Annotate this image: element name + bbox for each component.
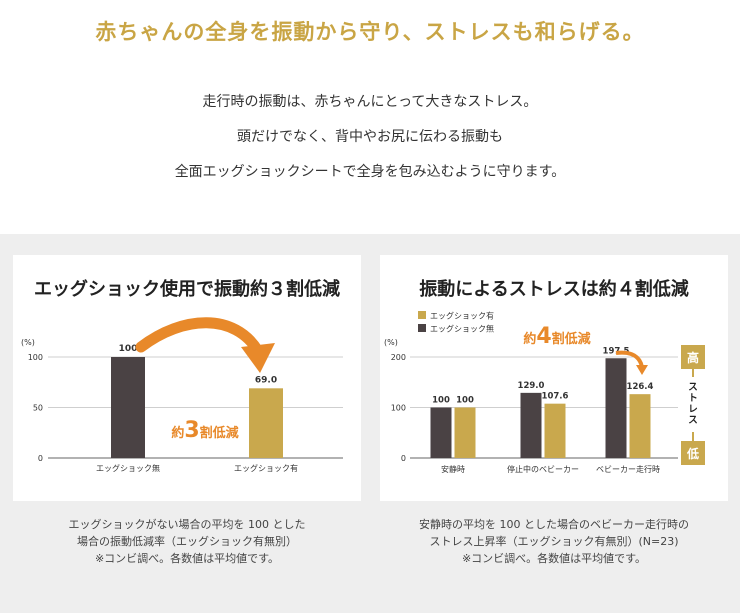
reduction-arrow bbox=[135, 317, 264, 357]
bar-value-label: 126.4 bbox=[627, 382, 654, 392]
legend-swatch bbox=[418, 324, 426, 332]
x-tick-label: 安静時 bbox=[441, 464, 465, 474]
stress-scale-label-char: レ bbox=[688, 404, 698, 415]
bar bbox=[605, 358, 627, 458]
y-tick-label: 200 bbox=[391, 353, 406, 362]
intro-line-2: 頭だけでなく、背中やお尻に伝わる振動も bbox=[237, 129, 503, 145]
bar bbox=[454, 407, 476, 458]
headline: 赤ちゃんの全身を振動から守り、ストレスも和らげる。 bbox=[95, 20, 645, 44]
vibration-chart: (%) 100 50 0 100 エッグショック無 69.0 エッグショック有 約3割低減 bbox=[21, 317, 343, 473]
reduction-arrow-head bbox=[241, 343, 275, 373]
stress-scale-label-char: ト bbox=[688, 393, 698, 404]
stress-high-label: 高 bbox=[687, 350, 699, 365]
stress-chart-title: 振動によるストレスは約４割低減 bbox=[419, 279, 689, 300]
y-axis-unit: (%) bbox=[384, 338, 398, 347]
stress-high-box bbox=[681, 345, 705, 369]
x-tick-label: エッグショック有 bbox=[234, 463, 298, 473]
x-tick-label: 停止中のベビーカー bbox=[507, 464, 579, 474]
reduction-callout: 約3割低減 bbox=[171, 418, 238, 443]
bar-value-label: 107.6 bbox=[542, 392, 569, 402]
bar-value-label: 69.0 bbox=[255, 375, 277, 385]
stress-chart-panel: 振動によるストレスは約４割低減 エッグショック有 エッグショック無 (%) 200 10… bbox=[380, 255, 728, 501]
stress-low-label: 低 bbox=[686, 446, 699, 461]
reduction-arrow-head bbox=[636, 365, 648, 375]
vibration-chart-caption: エッグショックがない場合の平均を 100 とした 場合の振動低減率（エッグショッ… bbox=[13, 516, 361, 567]
caption-line: ※コンビ調べ。各数値は平均値です。 bbox=[461, 552, 647, 565]
legend-swatch bbox=[418, 311, 426, 319]
bar bbox=[520, 392, 542, 458]
intro-line-1: 走行時の振動は、赤ちゃんにとって大きなストレス。 bbox=[202, 94, 538, 110]
vibration-chart-title: エッグショック使用で振動約３割低減 bbox=[34, 279, 340, 300]
bar-value-label: 100 bbox=[456, 396, 474, 406]
bar bbox=[430, 407, 452, 458]
bar bbox=[249, 388, 283, 458]
stress-chart-caption: 安静時の平均を 100 とした場合のベビーカー走行時の ストレス上昇率（エッグシ… bbox=[380, 516, 728, 567]
y-axis-unit: (%) bbox=[21, 338, 35, 347]
intro-line-3: 全面エッグショックシートで全身を包み込むように守ります。 bbox=[174, 164, 566, 180]
stress-low-box bbox=[681, 441, 705, 465]
caption-line: 安静時の平均を 100 とした場合のベビーカー走行時の bbox=[419, 518, 689, 531]
x-tick-label: ベビーカー走行時 bbox=[596, 464, 660, 474]
caption-line: ※コンビ調べ。各数値は平均値です。 bbox=[94, 552, 280, 565]
caption-line: エッグショックがない場合の平均を 100 とした bbox=[68, 518, 306, 531]
reduction-arrow bbox=[615, 350, 644, 368]
bar bbox=[544, 403, 566, 458]
bar bbox=[111, 357, 145, 458]
bar-value-label: 100 bbox=[119, 344, 138, 354]
vibration-chart-panel: エッグショック使用で振動約３割低減 (%) 100 50 0 100 エッグショック無 69… bbox=[13, 255, 361, 501]
y-tick-label: 0 bbox=[401, 454, 406, 463]
reduction-callout: 約4割低減 bbox=[523, 324, 590, 349]
caption-line: ストレス上昇率（エッグショック有無別）(N=23) bbox=[429, 535, 679, 548]
bar-value-label: 129.0 bbox=[518, 381, 545, 391]
bar bbox=[629, 394, 651, 458]
y-tick-label: 0 bbox=[38, 454, 43, 463]
x-tick-label: エッグショック無 bbox=[96, 463, 160, 473]
y-tick-label: 100 bbox=[28, 353, 43, 362]
intro-text: 走行時の振動は、赤ちゃんにとって大きなストレス。 頭だけでなく、背中やお尻に伝わ… bbox=[0, 92, 740, 197]
y-tick-label: 50 bbox=[33, 404, 43, 413]
caption-line: 場合の振動低減率（エッグショック有無別） bbox=[77, 535, 297, 548]
legend-label: エッグショック無 bbox=[430, 324, 494, 334]
legend-label: エッグショック有 bbox=[430, 311, 494, 321]
y-tick-label: 100 bbox=[391, 404, 406, 413]
stress-scale-label-char: ス bbox=[688, 415, 698, 426]
stress-scale-label-char: ス bbox=[688, 382, 698, 393]
bar-value-label: 100 bbox=[432, 396, 450, 406]
